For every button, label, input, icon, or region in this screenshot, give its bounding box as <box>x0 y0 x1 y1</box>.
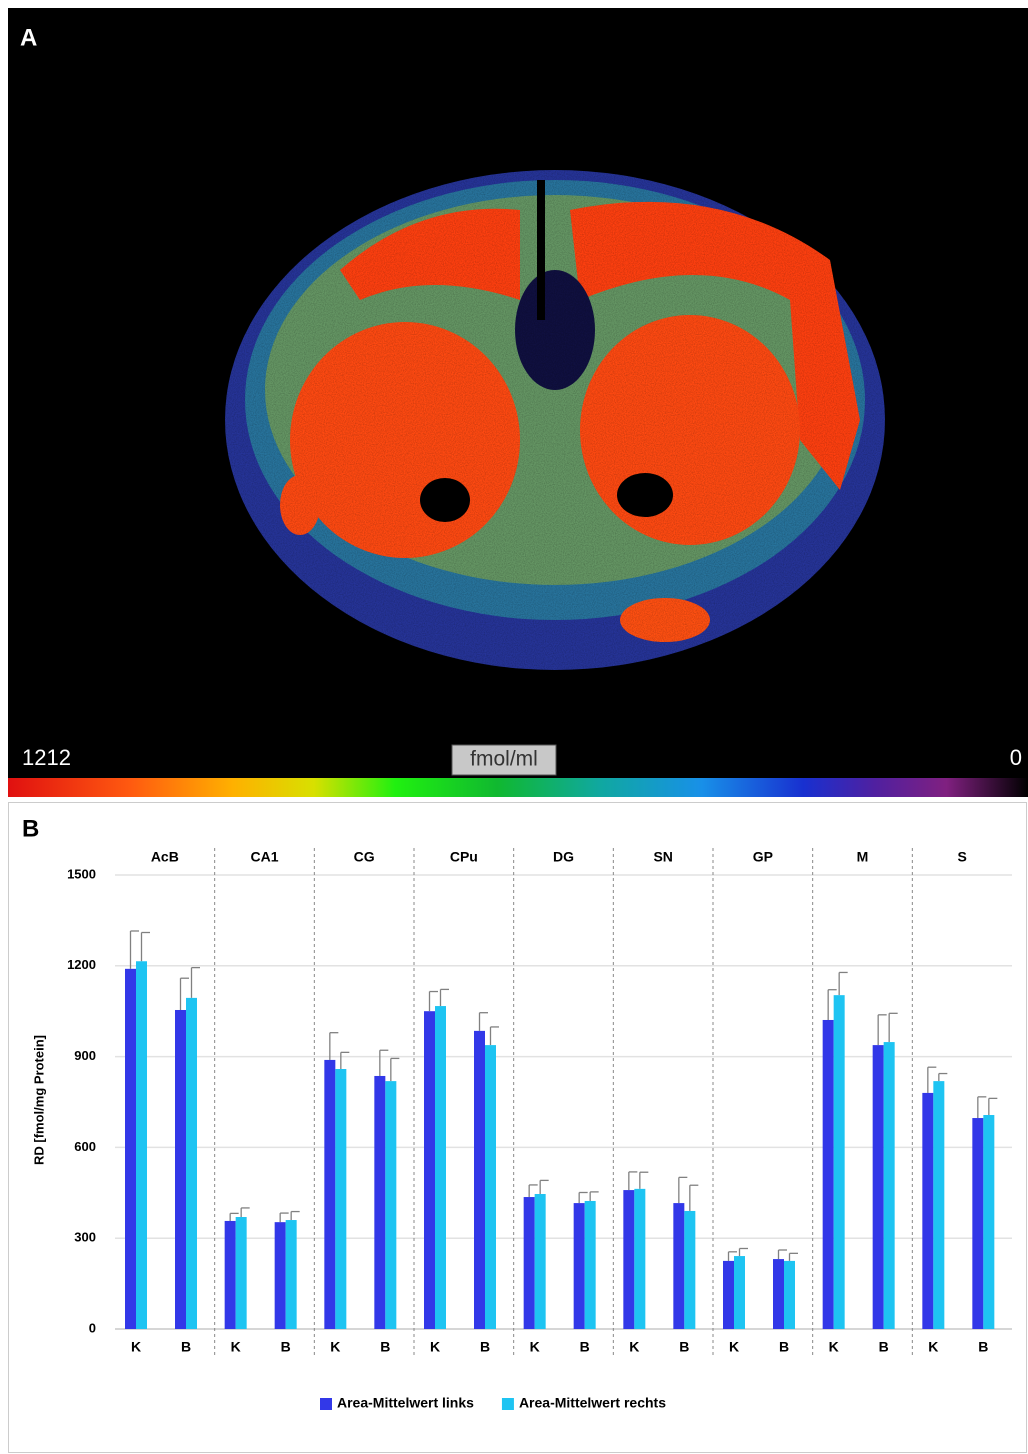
bar <box>535 1194 546 1329</box>
group-label: CA1 <box>250 849 278 865</box>
x-tick-label: K <box>530 1339 540 1355</box>
bar <box>734 1256 745 1329</box>
panel-label: A <box>20 24 37 51</box>
x-tick-label: B <box>779 1339 789 1355</box>
autoradiograph <box>8 8 1028 797</box>
group-label: GP <box>753 849 773 865</box>
legend-swatch <box>320 1398 332 1410</box>
y-tick-label: 900 <box>74 1048 96 1063</box>
bar <box>585 1201 596 1329</box>
bar <box>983 1115 994 1329</box>
x-tick-label: B <box>679 1339 689 1355</box>
bar <box>673 1203 684 1329</box>
x-tick-label: B <box>978 1339 988 1355</box>
bar <box>684 1211 695 1329</box>
x-tick-label: K <box>330 1339 340 1355</box>
bar <box>933 1081 944 1329</box>
x-tick-label: K <box>928 1339 938 1355</box>
x-tick-label: K <box>131 1339 141 1355</box>
bar <box>335 1069 346 1329</box>
x-tick-label: K <box>231 1339 241 1355</box>
bar <box>524 1197 535 1329</box>
bar <box>324 1060 335 1329</box>
bar <box>136 961 147 1329</box>
group-label: CG <box>354 849 375 865</box>
bar <box>634 1189 645 1329</box>
bar <box>574 1203 585 1329</box>
x-tick-label: B <box>879 1339 889 1355</box>
bar <box>435 1006 446 1329</box>
x-tick-label: K <box>729 1339 739 1355</box>
group-label: M <box>857 849 869 865</box>
x-tick-label: B <box>580 1339 590 1355</box>
bar <box>424 1011 435 1329</box>
bar <box>972 1118 983 1329</box>
y-tick-label: 1500 <box>67 866 96 881</box>
group-label: AcB <box>151 849 179 865</box>
x-tick-label: B <box>181 1339 191 1355</box>
bar <box>485 1045 496 1329</box>
scale-min: 0 <box>1010 745 1022 770</box>
scale-max: 1212 <box>22 745 71 770</box>
y-tick-label: 0 <box>89 1320 96 1335</box>
bar <box>773 1259 784 1329</box>
bar <box>873 1045 884 1329</box>
bar <box>225 1221 236 1329</box>
figure: A 1212 fmol/ml 0 B RD [fmol/mg Protein] … <box>0 0 1028 1454</box>
bar <box>922 1093 933 1329</box>
bar <box>275 1222 286 1329</box>
x-tick-label: B <box>281 1339 291 1355</box>
group-label: SN <box>653 849 672 865</box>
y-tick-label: 1200 <box>67 957 96 972</box>
x-tick-label: B <box>480 1339 490 1355</box>
bar <box>723 1261 734 1329</box>
bar <box>385 1081 396 1329</box>
bar <box>125 969 136 1329</box>
panel-label: B <box>22 815 39 842</box>
x-tick-label: K <box>430 1339 440 1355</box>
x-tick-label: B <box>380 1339 390 1355</box>
scale-unit: fmol/ml <box>470 748 538 771</box>
bar <box>784 1261 795 1329</box>
bar <box>236 1217 247 1329</box>
bar <box>286 1220 297 1329</box>
legend-swatch <box>502 1398 514 1410</box>
bar <box>175 1010 186 1329</box>
y-tick-label: 600 <box>74 1139 96 1154</box>
y-axis-title: RD [fmol/mg Protein] <box>31 1035 46 1165</box>
x-tick-label: K <box>829 1339 839 1355</box>
group-label: S <box>957 849 966 865</box>
group-label: DG <box>553 849 574 865</box>
bar <box>623 1190 634 1329</box>
bar <box>834 995 845 1329</box>
legend-label: Area-Mittelwert links <box>337 1395 474 1411</box>
group-label: CPu <box>450 849 478 865</box>
bar <box>474 1031 485 1329</box>
bar <box>374 1076 385 1329</box>
y-tick-label: 300 <box>74 1230 96 1245</box>
bar <box>884 1042 895 1329</box>
bar <box>186 998 197 1329</box>
x-tick-label: K <box>629 1339 639 1355</box>
page: A 1212 fmol/ml 0 B RD [fmol/mg Protein] … <box>0 0 1028 1454</box>
legend-label: Area-Mittelwert rechts <box>519 1395 666 1411</box>
bar <box>823 1020 834 1329</box>
